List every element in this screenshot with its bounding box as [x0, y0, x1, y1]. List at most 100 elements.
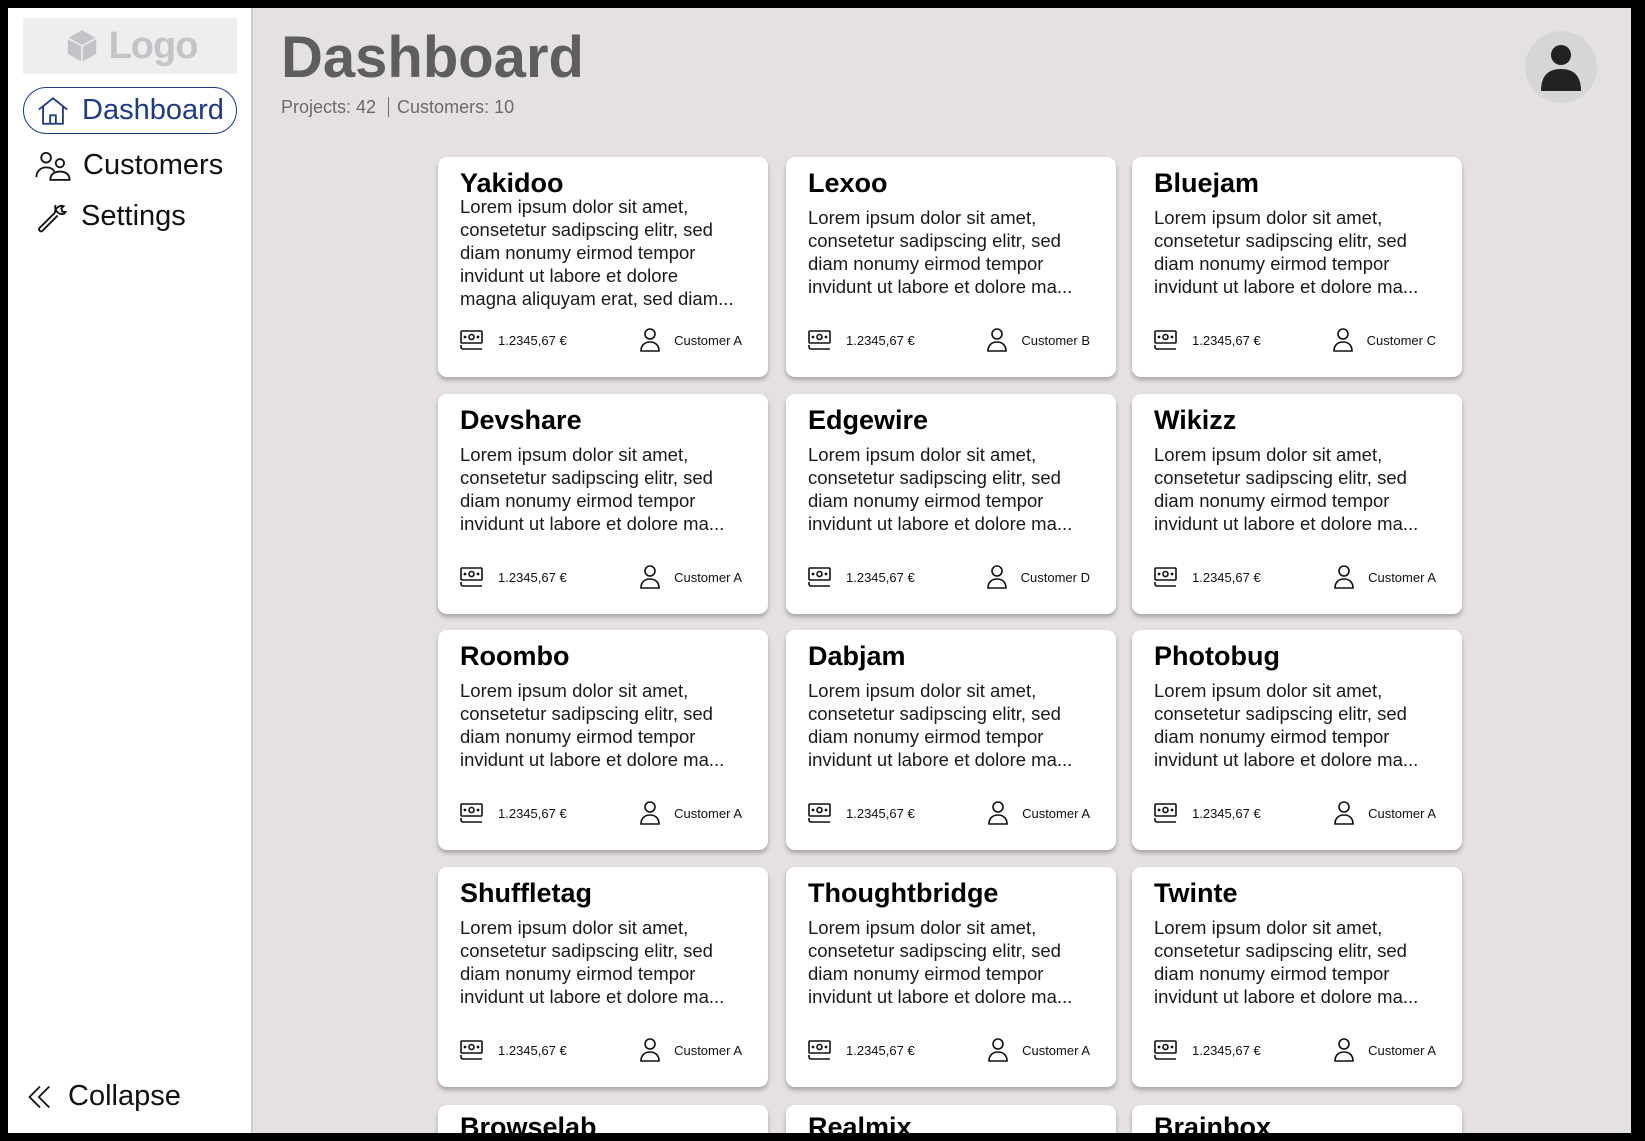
customer-link[interactable]: Customer A [640, 801, 742, 825]
project-card[interactable]: Thoughtbridge Lorem ipsum dolor sit amet,… [786, 867, 1116, 1087]
user-avatar-icon [1541, 45, 1581, 91]
project-card[interactable]: Browselab [438, 1105, 768, 1133]
project-amount: 1.2345,67 € [846, 1042, 915, 1058]
project-card[interactable]: Dabjam Lorem ipsum dolor sit amet, conset… [786, 630, 1116, 850]
project-card[interactable]: Roombo Lorem ipsum dolor sit amet, conset… [438, 630, 768, 850]
card-footer: 1.2345,67 € Customer A [460, 565, 742, 589]
person-icon [1332, 328, 1353, 352]
project-card[interactable]: Wikizz Lorem ipsum dolor sit amet, conset… [1132, 394, 1462, 614]
customer-name: Customer A [1368, 569, 1436, 585]
project-description: Lorem ipsum dolor sit amet, consetetur s… [808, 680, 1073, 770]
project-card[interactable]: Realmix [786, 1105, 1116, 1133]
money-icon [808, 1040, 831, 1060]
project-card[interactable]: Twinte Lorem ipsum dolor sit amet, conset… [1132, 867, 1462, 1087]
collapse-button[interactable]: Collapse [26, 1080, 181, 1113]
wrench-icon [38, 204, 68, 232]
person-icon [1334, 801, 1354, 825]
card-footer: 1.2345,67 € Customer A [460, 1038, 742, 1062]
project-card[interactable]: Edgewire Lorem ipsum dolor sit amet, cons… [786, 394, 1116, 614]
card-footer: 1.2345,67 € Customer B [808, 328, 1090, 352]
customer-link[interactable]: Customer A [1334, 1038, 1436, 1062]
customer-name: Customer A [1022, 805, 1090, 821]
money-icon [460, 1040, 483, 1060]
customer-link[interactable]: Customer A [988, 801, 1090, 825]
customer-name: Customer D [1020, 569, 1090, 585]
project-card[interactable]: Lexoo Lorem ipsum dolor sit amet, consete… [786, 157, 1116, 377]
card-footer: 1.2345,67 € Customer A [1154, 565, 1436, 589]
customer-link[interactable]: Customer A [640, 1038, 742, 1062]
project-card[interactable]: Brainbox [1132, 1105, 1462, 1133]
customer-name: Customer A [1368, 1042, 1436, 1058]
project-description: Lorem ipsum dolor sit amet, consetetur s… [1154, 680, 1419, 770]
project-description: Lorem ipsum dolor sit amet, consetetur s… [1154, 207, 1419, 297]
project-title: Thoughtbridge [808, 878, 999, 908]
money-icon [1154, 803, 1177, 823]
project-card[interactable]: Photobug Lorem ipsum dolor sit amet, cons… [1132, 630, 1462, 850]
sidebar-item-dashboard[interactable]: Dashboard [23, 87, 237, 134]
customer-link[interactable]: Customer B [987, 328, 1090, 352]
customer-link[interactable]: Customer A [1334, 801, 1436, 825]
project-description: Lorem ipsum dolor sit amet, consetetur s… [808, 917, 1073, 1007]
projects-count: Projects: 42 [281, 97, 377, 117]
customer-name: Customer B [1021, 332, 1090, 348]
project-description: Lorem ipsum dolor sit amet, consetetur s… [1154, 444, 1419, 534]
sidebar-item-customers[interactable]: Customers [23, 142, 237, 189]
project-description: Lorem ipsum dolor sit amet, consetetur s… [460, 196, 734, 309]
project-amount: 1.2345,67 € [498, 569, 567, 585]
logo: Logo [23, 18, 237, 74]
customer-name: Customer A [1368, 805, 1436, 821]
person-icon [986, 565, 1007, 589]
sidebar-item-settings[interactable]: Settings [23, 193, 237, 240]
sidebar-item-label: Customers [83, 149, 224, 181]
project-title: Wikizz [1154, 405, 1237, 435]
money-icon [808, 803, 831, 823]
divider [388, 97, 390, 117]
project-amount: 1.2345,67 € [846, 805, 915, 821]
project-amount: 1.2345,67 € [1192, 1042, 1261, 1058]
card-footer: 1.2345,67 € Customer A [808, 801, 1090, 825]
customer-link[interactable]: Customer A [1334, 565, 1436, 589]
customer-link[interactable]: Customer A [640, 565, 742, 589]
project-amount: 1.2345,67 € [1192, 569, 1261, 585]
customer-link[interactable]: Customer D [986, 565, 1090, 589]
project-card[interactable]: Bluejam Lorem ipsum dolor sit amet, conse… [1132, 157, 1462, 377]
person-icon [1334, 1038, 1354, 1062]
project-title: Bluejam [1154, 168, 1260, 198]
sidebar-item-label: Dashboard [82, 94, 224, 126]
person-icon [987, 328, 1008, 352]
project-card[interactable]: Devshare Lorem ipsum dolor sit amet, cons… [438, 394, 768, 614]
project-description: Lorem ipsum dolor sit amet, consetetur s… [460, 680, 725, 770]
project-description: Lorem ipsum dolor sit amet, consetetur s… [808, 207, 1073, 297]
page-title: Dashboard [281, 25, 584, 90]
project-card[interactable]: Shuffletag Lorem ipsum dolor sit amet, co… [438, 867, 768, 1087]
page-stats: Projects: 42 Customers: 10 [281, 97, 514, 118]
project-amount: 1.2345,67 € [498, 805, 567, 821]
person-icon [988, 801, 1008, 825]
project-title: Lexoo [808, 168, 888, 198]
sidebar: Logo Dashboard Customers Settings Collap… [8, 8, 253, 1133]
avatar[interactable] [1525, 31, 1597, 103]
money-icon [808, 567, 831, 587]
project-amount: 1.2345,67 € [1192, 332, 1261, 348]
home-icon [38, 96, 68, 125]
project-amount: 1.2345,67 € [498, 332, 567, 348]
project-card[interactable]: Yakidoo Lorem ipsum dolor sit amet, conse… [438, 157, 768, 377]
customer-name: Customer A [674, 569, 742, 585]
card-footer: 1.2345,67 € Customer A [460, 328, 742, 352]
project-title: Devshare [460, 405, 582, 435]
person-icon [1334, 565, 1354, 589]
customer-link[interactable]: Customer A [988, 1038, 1090, 1062]
project-title: Dabjam [808, 641, 906, 671]
customer-name: Customer C [1366, 332, 1436, 348]
customers-count: Customers: 10 [397, 97, 515, 117]
users-icon [35, 151, 71, 181]
project-description: Lorem ipsum dolor sit amet, consetetur s… [808, 444, 1073, 534]
money-icon [460, 330, 483, 350]
customer-link[interactable]: Customer A [640, 328, 742, 352]
project-title: Twinte [1154, 878, 1238, 908]
customer-link[interactable]: Customer C [1332, 328, 1436, 352]
money-icon [1154, 1040, 1177, 1060]
person-icon [640, 565, 660, 589]
money-icon [460, 567, 483, 587]
card-footer: 1.2345,67 € Customer A [1154, 801, 1436, 825]
